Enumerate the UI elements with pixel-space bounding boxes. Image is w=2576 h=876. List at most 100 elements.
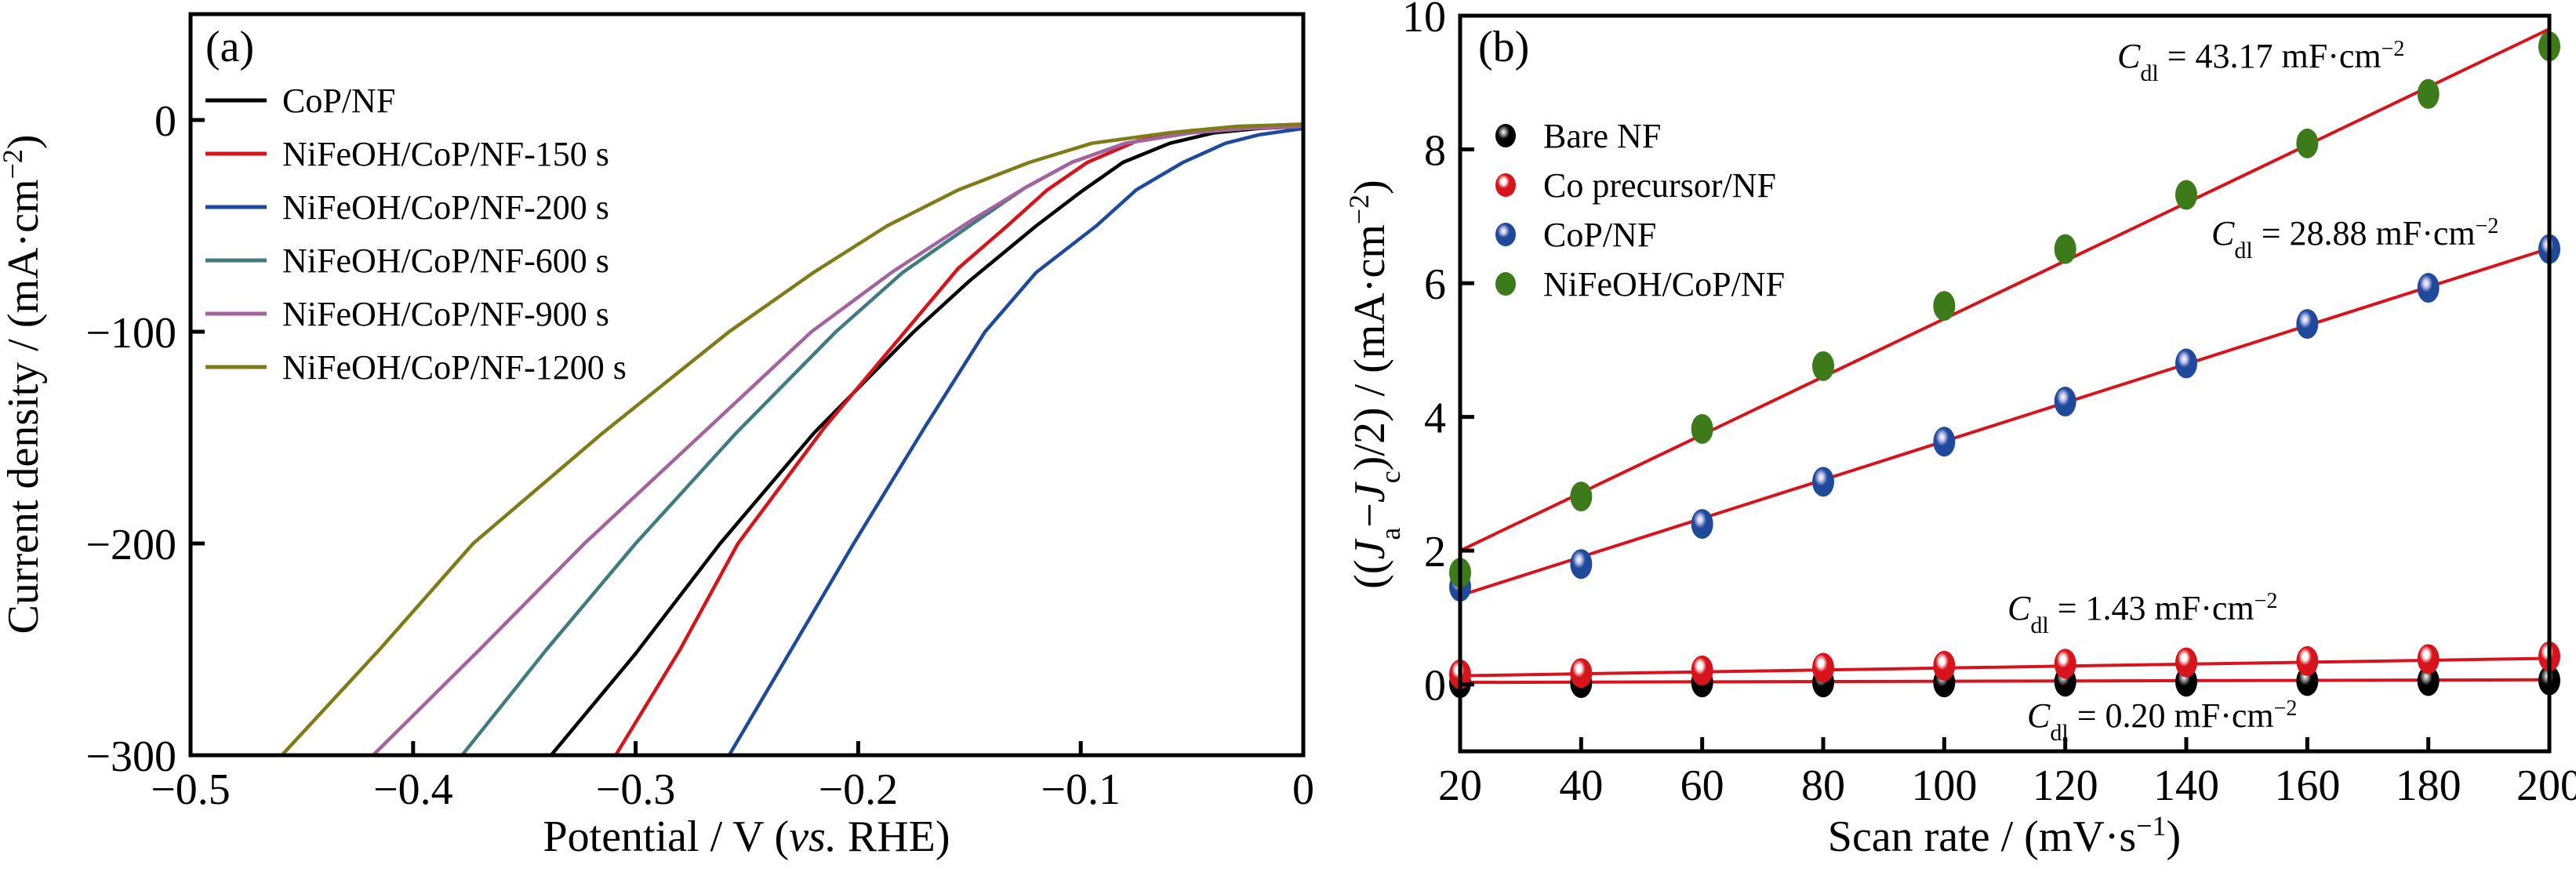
y-tick-label: 10 — [1402, 0, 1446, 42]
data-point — [1570, 549, 1593, 580]
panel-b-x-axis-title: Scan rate / (mV·s−1) — [1828, 810, 2181, 861]
y-tick-label: 0 — [1424, 662, 1446, 711]
legend-label: NiFeOH/CoP/NF — [1543, 265, 1785, 304]
cdl-annotation: Cdl = 1.43 mF·cm−2 — [2007, 589, 2277, 638]
data-point — [2054, 387, 2076, 417]
panel-a-label: (a) — [205, 23, 254, 71]
legend-label: NiFeOH/CoP/NF-600 s — [282, 242, 609, 280]
x-title-end: ) — [2167, 812, 2182, 861]
panel-a-legend: CoP/NF NiFeOH/CoP/NF-150 s NiFeOH/CoP/NF-2… — [205, 82, 627, 387]
x-title-main: Scan rate / (mV·s — [1828, 812, 2136, 861]
panel-b-y-axis-title: ((Ja−Jc)/2) / (mA·cm−2) — [1343, 180, 1406, 589]
panel-a-curves — [280, 122, 1306, 758]
fit-line-2 — [1459, 246, 2550, 598]
data-point — [2175, 180, 2197, 210]
legend-marker — [1495, 223, 1516, 246]
y-title-end: ) — [0, 134, 48, 149]
y-tick-label: 4 — [1424, 394, 1446, 443]
x-tick-label: −0.2 — [819, 765, 899, 814]
data-point — [2175, 348, 2197, 379]
legend-label: NiFeOH/CoP/NF-150 s — [282, 135, 609, 173]
data-point — [2417, 78, 2440, 109]
legend-item: NiFeOH/CoP/NF-1200 s — [205, 348, 627, 387]
y-tick-label: 0 — [154, 97, 176, 146]
legend-label: NiFeOH/CoP/NF-1200 s — [282, 348, 627, 387]
x-title-sup: −1 — [2136, 810, 2166, 841]
x-tick-label: 40 — [1559, 762, 1603, 810]
x-tick-label: 20 — [1438, 762, 1482, 810]
y-tick-label: 6 — [1424, 260, 1446, 309]
y-tick-label: 8 — [1424, 127, 1446, 176]
legend-label: CoP/NF — [282, 82, 395, 120]
legend-item: NiFeOH/CoP/NF — [1495, 265, 1785, 304]
panel-b-ticks: 20 40 60 80 100 120 140 160 180 200 0 2 4 6 8 10 — [1402, 0, 2576, 810]
x-tick-label: 0 — [1292, 765, 1314, 814]
data-point — [1933, 427, 1956, 457]
legend-item: NiFeOH/CoP/NF-200 s — [205, 188, 609, 227]
x-tick-label: 180 — [2396, 762, 2462, 810]
panel-b-cdl-annotations: Cdl = 0.20 mF·cm−2 Cdl = 1.43 mF·cm−2 Cdl … — [2007, 37, 2498, 746]
x-tick-label: 160 — [2274, 762, 2340, 810]
panel-a-y-axis-title: Current density / (mA·cm−2) — [0, 134, 48, 634]
legend-label: NiFeOH/CoP/NF-900 s — [282, 295, 609, 333]
lsv-curve-2 — [727, 126, 1306, 758]
lsv-curve-0 — [549, 124, 1306, 758]
data-point — [2296, 309, 2319, 340]
legend-item: Co precursor/NF — [1495, 166, 1776, 205]
panel-a-frame — [188, 12, 1306, 758]
data-point — [1691, 509, 1713, 540]
x-tick-label: −0.1 — [1041, 765, 1121, 814]
panel-a-lsv-chart: −0.5 −0.4 −0.3 −0.2 −0.1 0 0 −100 −200 −300 (a) C… — [0, 12, 1314, 861]
legend-marker — [1495, 173, 1516, 197]
legend-item: NiFeOH/CoP/NF-600 s — [205, 242, 609, 280]
cdl-annotation: Cdl = 28.88 mF·cm−2 — [2211, 214, 2498, 264]
legend-marker — [1495, 272, 1516, 296]
panel-b-points — [1449, 31, 2560, 699]
data-point — [1812, 351, 1834, 381]
legend-item: CoP/NF — [1495, 216, 1656, 254]
legend-label: Bare NF — [1543, 117, 1661, 155]
panel-b-fit-lines — [1459, 27, 2550, 685]
y-tick-label: −200 — [85, 521, 176, 569]
data-point — [2296, 645, 2319, 676]
x-title-main: Potential / V ( — [543, 812, 789, 861]
lsv-curve-5 — [280, 122, 1306, 758]
y-title-sup: −2 — [0, 149, 28, 179]
data-point — [1570, 482, 1593, 512]
x-title-italic: vs. — [789, 812, 837, 861]
data-point — [2054, 234, 2076, 264]
legend-item: NiFeOH/CoP/NF-900 s — [205, 295, 609, 333]
legend-label: NiFeOH/CoP/NF-200 s — [282, 188, 609, 227]
data-point — [2417, 273, 2440, 304]
data-point — [1691, 655, 1713, 685]
cdl-annotation: Cdl = 0.20 mF·cm−2 — [2027, 696, 2297, 746]
x-tick-label: 140 — [2153, 762, 2219, 810]
lsv-curve-1 — [613, 122, 1306, 758]
data-point — [2296, 128, 2319, 158]
legend-label: CoP/NF — [1543, 216, 1656, 254]
fit-line-0 — [1459, 678, 2550, 685]
legend-item: CoP/NF — [205, 82, 395, 120]
x-tick-label: −0.4 — [373, 765, 453, 814]
data-point — [1933, 650, 1956, 681]
x-tick-label: 100 — [1911, 762, 1977, 810]
panel-b-cdl-chart: 20 40 60 80 100 120 140 160 180 200 0 2 4 6 8 10 (b) Ba… — [1343, 0, 2576, 861]
data-point — [1933, 291, 1956, 322]
y-tick-label: 2 — [1424, 528, 1446, 576]
y-tick-label: −100 — [85, 309, 176, 358]
lsv-curve-4 — [371, 124, 1306, 758]
data-point — [2417, 644, 2440, 674]
y-tick-label: −300 — [85, 732, 176, 781]
data-point — [1691, 413, 1713, 444]
x-tick-label: 80 — [1801, 762, 1845, 810]
data-point — [1812, 467, 1834, 497]
data-point — [1812, 652, 1834, 683]
panel-a-x-axis-title: Potential / V (vs. RHE) — [543, 812, 950, 861]
panel-a-ticks: −0.5 −0.4 −0.3 −0.2 −0.1 0 0 −100 −200 −300 — [85, 97, 1314, 814]
x-tick-label: −0.3 — [596, 765, 676, 814]
fit-line-1 — [1459, 656, 2550, 678]
data-point — [2175, 647, 2197, 678]
legend-label: Co precursor/NF — [1543, 166, 1776, 205]
legend-item: Bare NF — [1495, 117, 1661, 155]
